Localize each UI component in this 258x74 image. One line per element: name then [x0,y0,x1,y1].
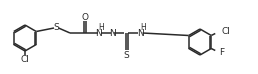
Text: S: S [53,22,59,32]
Text: S: S [124,50,129,59]
Text: N: N [109,28,115,38]
Text: Cl: Cl [221,27,230,36]
Text: N: N [95,28,101,38]
Text: H: H [140,22,146,32]
Text: H: H [98,22,104,32]
Text: Cl: Cl [21,54,29,63]
Text: O: O [81,13,88,22]
Text: F: F [219,48,224,57]
Text: N: N [137,28,143,38]
